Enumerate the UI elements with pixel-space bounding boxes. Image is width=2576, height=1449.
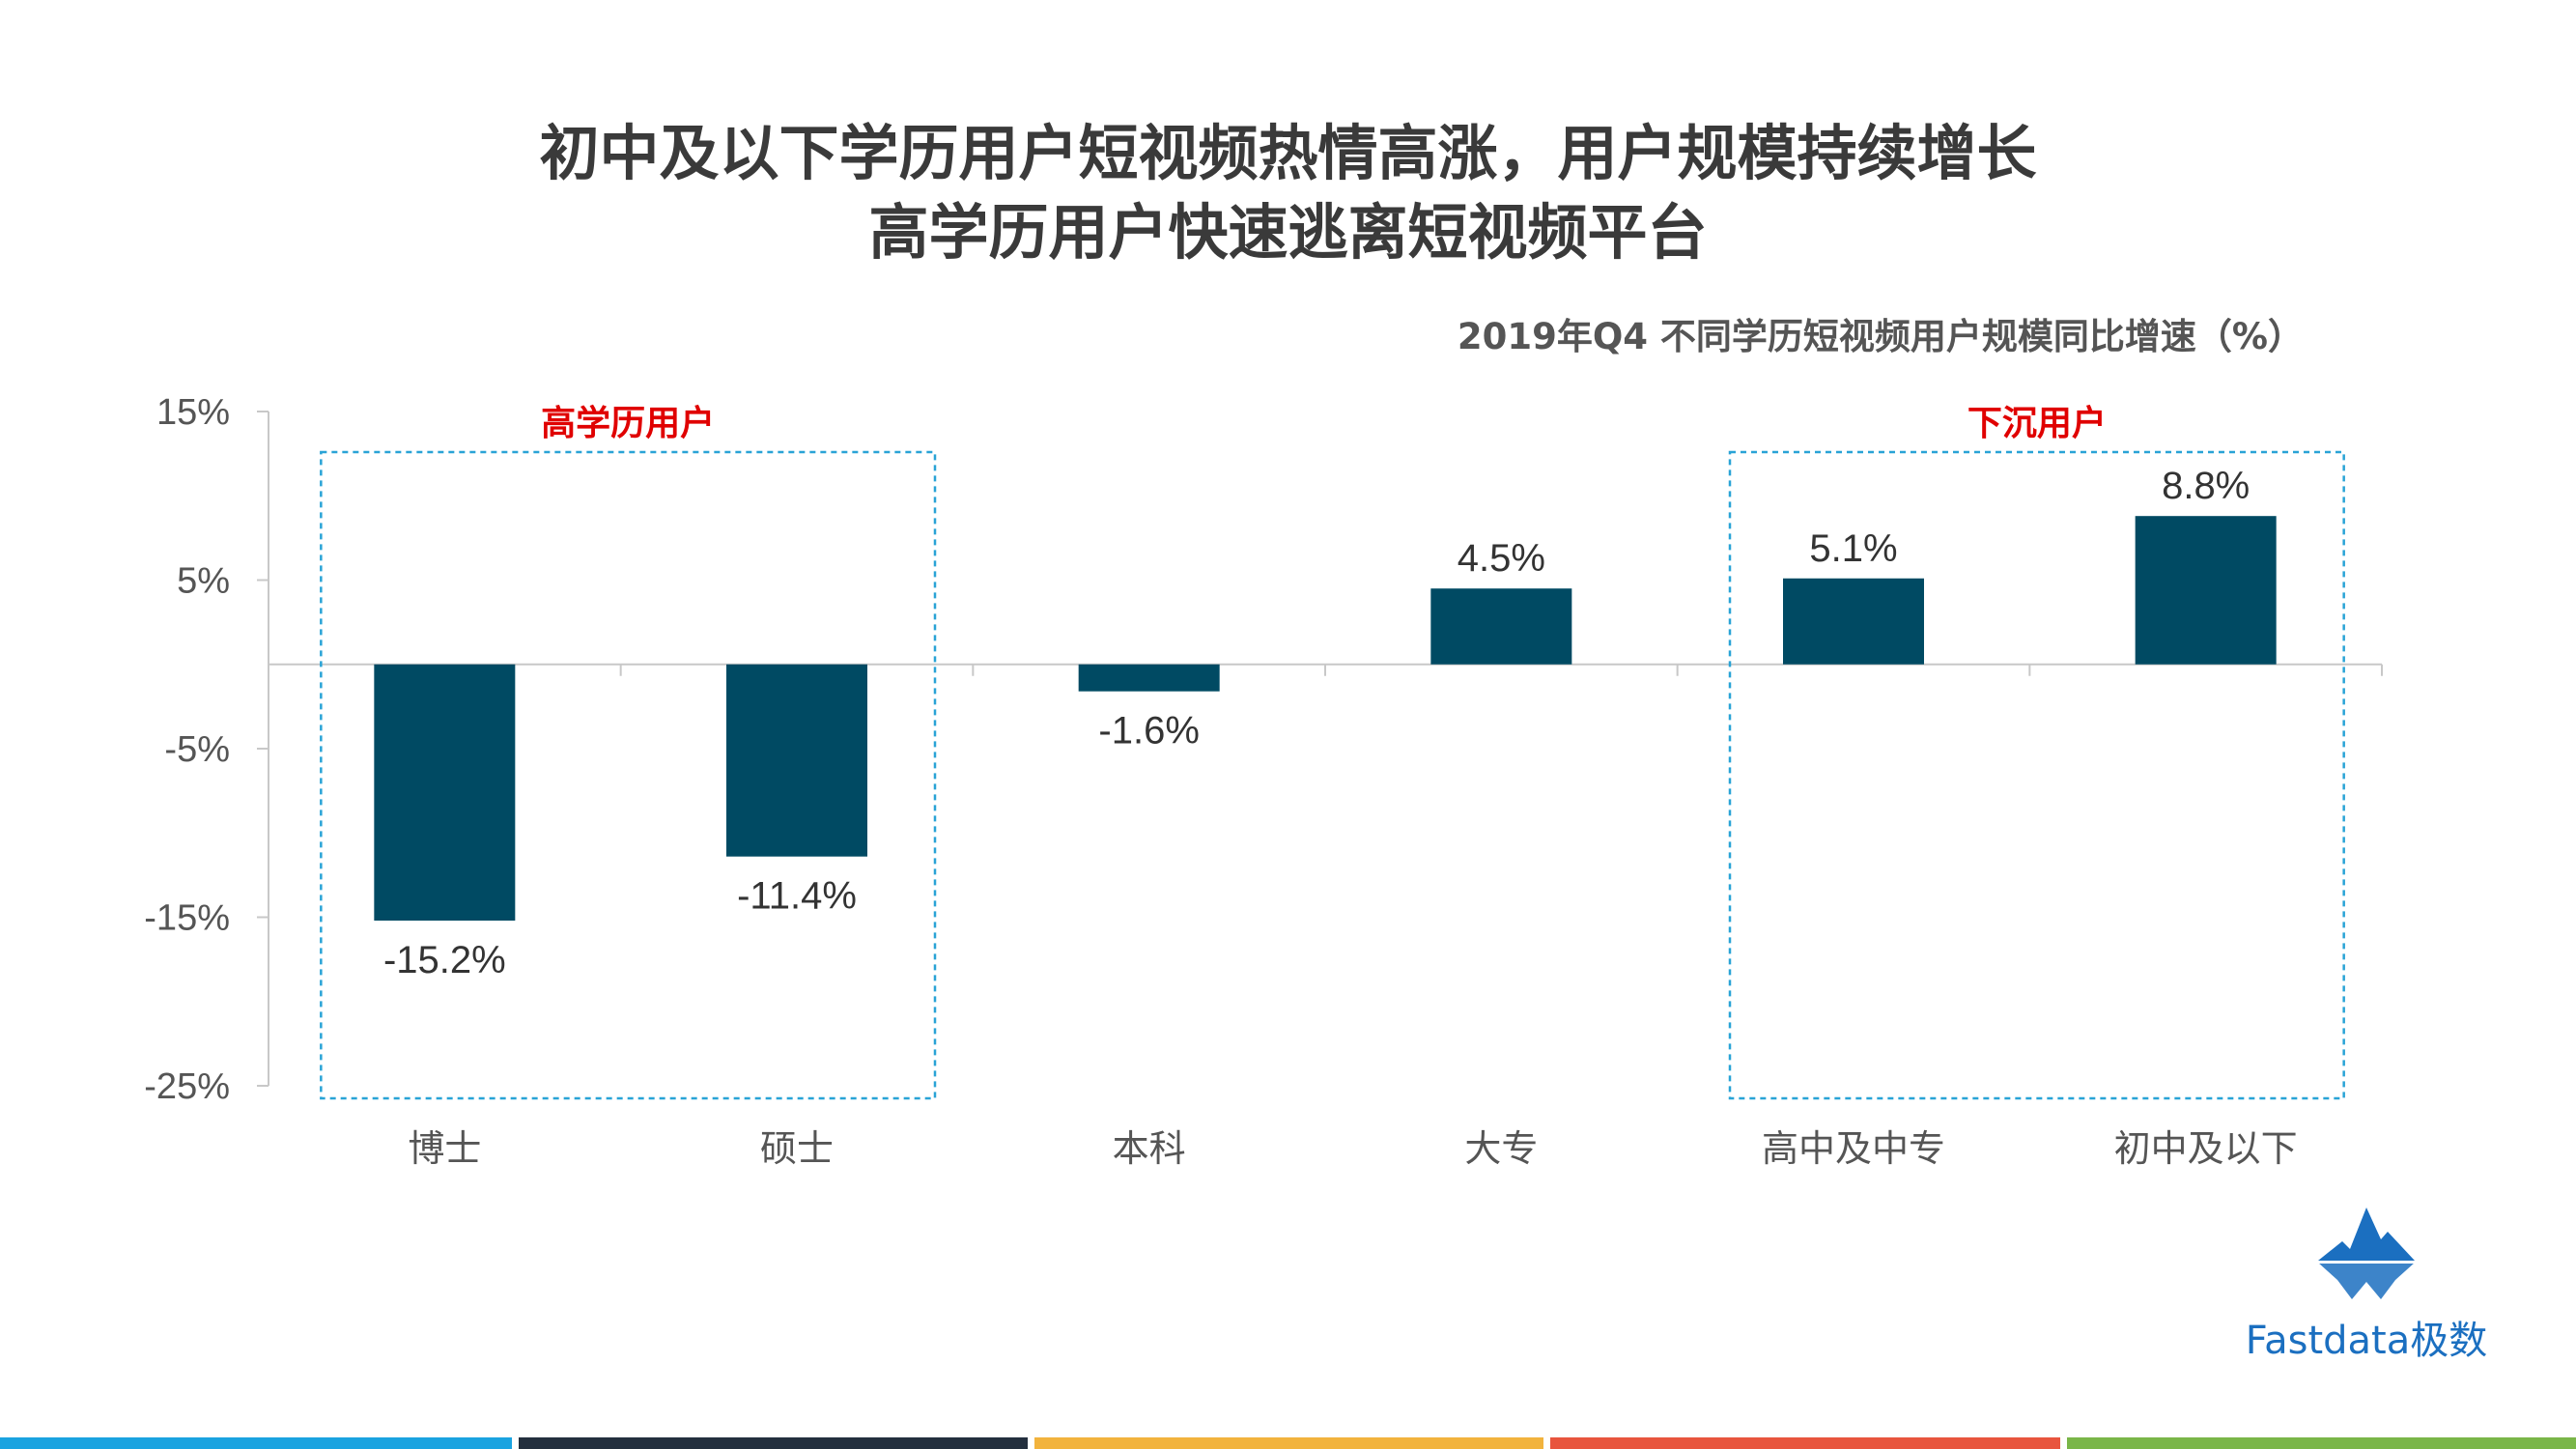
logo-text: Fastdata极数 — [2245, 1319, 2488, 1363]
bar-5 — [1783, 578, 1924, 665]
fastdata-logo: Fastdata极数 — [2222, 1203, 2511, 1367]
data-label-2: -11.4% — [737, 875, 857, 918]
footer-bar-5 — [2067, 1437, 2576, 1449]
x-category-label-4: 大专 — [1464, 1127, 1538, 1170]
y-tick-label: -5% — [164, 729, 230, 770]
footer-bar-3 — [1034, 1437, 1543, 1449]
data-label-3: -1.6% — [1098, 710, 1200, 753]
bar-2 — [726, 664, 867, 857]
chart-title-line-1: 初中及以下学历用户短视频热情高涨，用户规模持续增长 — [539, 118, 2037, 188]
footer-bar-4 — [1550, 1437, 2060, 1449]
data-label-6: 8.8% — [2162, 465, 2250, 507]
group-box-1 — [320, 450, 937, 1100]
bar-3 — [1078, 664, 1220, 692]
footer-bar-1 — [0, 1437, 512, 1449]
data-label-1: -15.2% — [383, 939, 506, 981]
chart-subtitle: 2019年Q4 不同学历短视频用户规模同比增速（%） — [1457, 316, 2304, 357]
group-label-1: 高学历用户 — [541, 403, 715, 443]
x-category-label-2: 硕士 — [760, 1127, 834, 1170]
data-label-4: 4.5% — [1458, 537, 1545, 580]
iceberg-icon — [2310, 1208, 2422, 1299]
x-category-label-6: 初中及以下 — [2114, 1127, 2298, 1170]
bar-6 — [2135, 516, 2277, 665]
footer-bar-2 — [519, 1437, 1028, 1449]
y-tick-label: -25% — [144, 1066, 230, 1107]
y-tick-label: 5% — [177, 561, 230, 602]
data-label-5: 5.1% — [1809, 527, 1897, 570]
y-tick-label: 15% — [156, 392, 230, 433]
x-category-label-5: 高中及中专 — [1762, 1127, 1945, 1170]
chart-title-line-2: 高学历用户快速逃离短视频平台 — [868, 197, 1708, 268]
group-box-2 — [1728, 450, 2345, 1100]
x-category-label-3: 本科 — [1113, 1127, 1186, 1170]
group-label-2: 下沉用户 — [1967, 404, 2107, 443]
bar-1 — [374, 664, 516, 921]
x-category-label-1: 博士 — [408, 1127, 481, 1170]
bar-4 — [1430, 588, 1572, 665]
y-tick-label: -15% — [144, 898, 230, 939]
